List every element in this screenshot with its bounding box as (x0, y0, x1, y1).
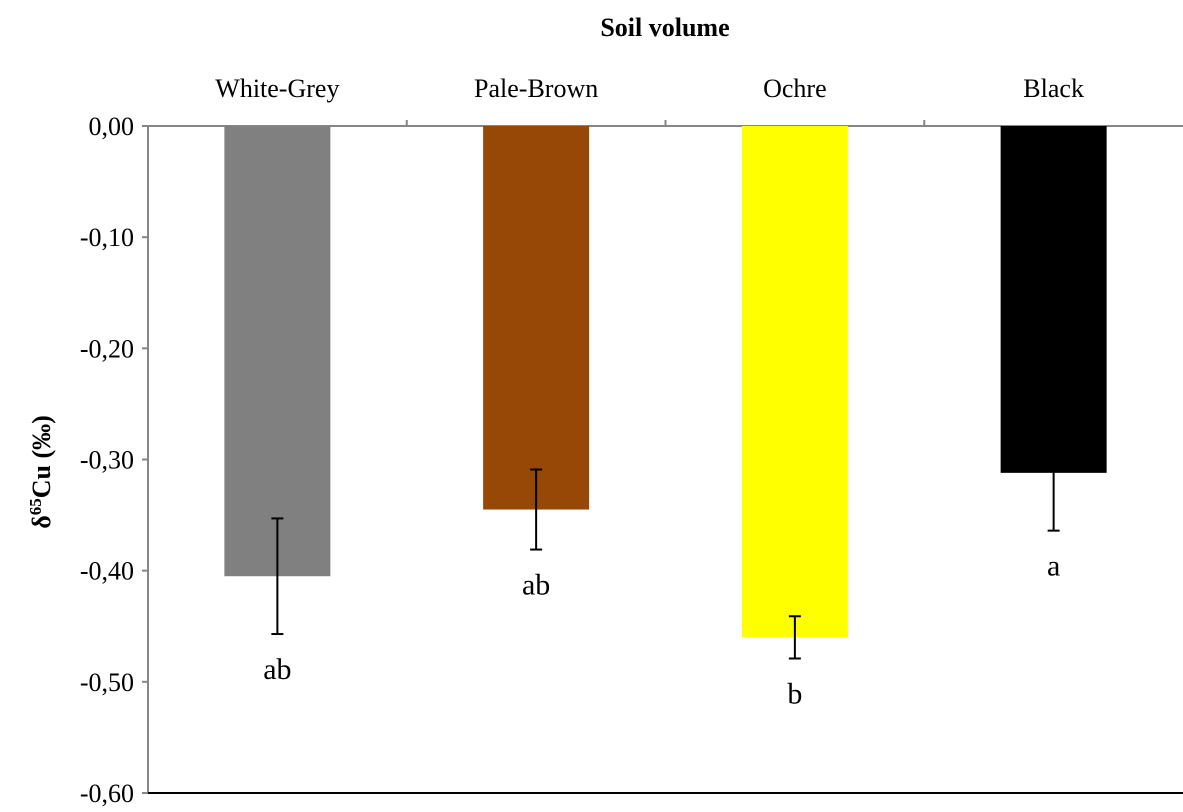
y-tick-label: -0,60 (80, 779, 134, 808)
category-label: Black (1023, 74, 1084, 103)
y-tick-label: -0,30 (80, 446, 134, 475)
bar (483, 126, 590, 510)
y-axis-label-rest: Cu (‰) (27, 415, 56, 498)
significance-label: a (1047, 550, 1060, 583)
y-tick-label: -0,50 (80, 668, 134, 697)
significance-label: ab (522, 569, 550, 602)
bar (224, 126, 331, 577)
significance-label: ab (263, 653, 291, 686)
y-axis-label-main: δ (27, 515, 56, 529)
y-axis-label-sup: 65 (26, 498, 45, 515)
significance-label: b (787, 677, 802, 710)
bar (741, 126, 848, 638)
y-tick-label: -0,20 (80, 334, 134, 363)
y-tick-label: 0,00 (89, 112, 135, 141)
category-label: White-Grey (215, 74, 339, 103)
y-tick-label: -0,40 (80, 557, 134, 586)
y-tick-label: -0,10 (80, 223, 134, 252)
category-label: Pale-Brown (474, 74, 598, 103)
chart-title: Soil volume (600, 13, 729, 42)
y-axis-label: δ65Cu (‰) (26, 415, 56, 529)
plot-area: 0,00 -0,10 -0,20 -0,30 -0,40 -0,50 -0,60 White-… (80, 74, 1183, 808)
category-label: Ochre (763, 74, 827, 103)
